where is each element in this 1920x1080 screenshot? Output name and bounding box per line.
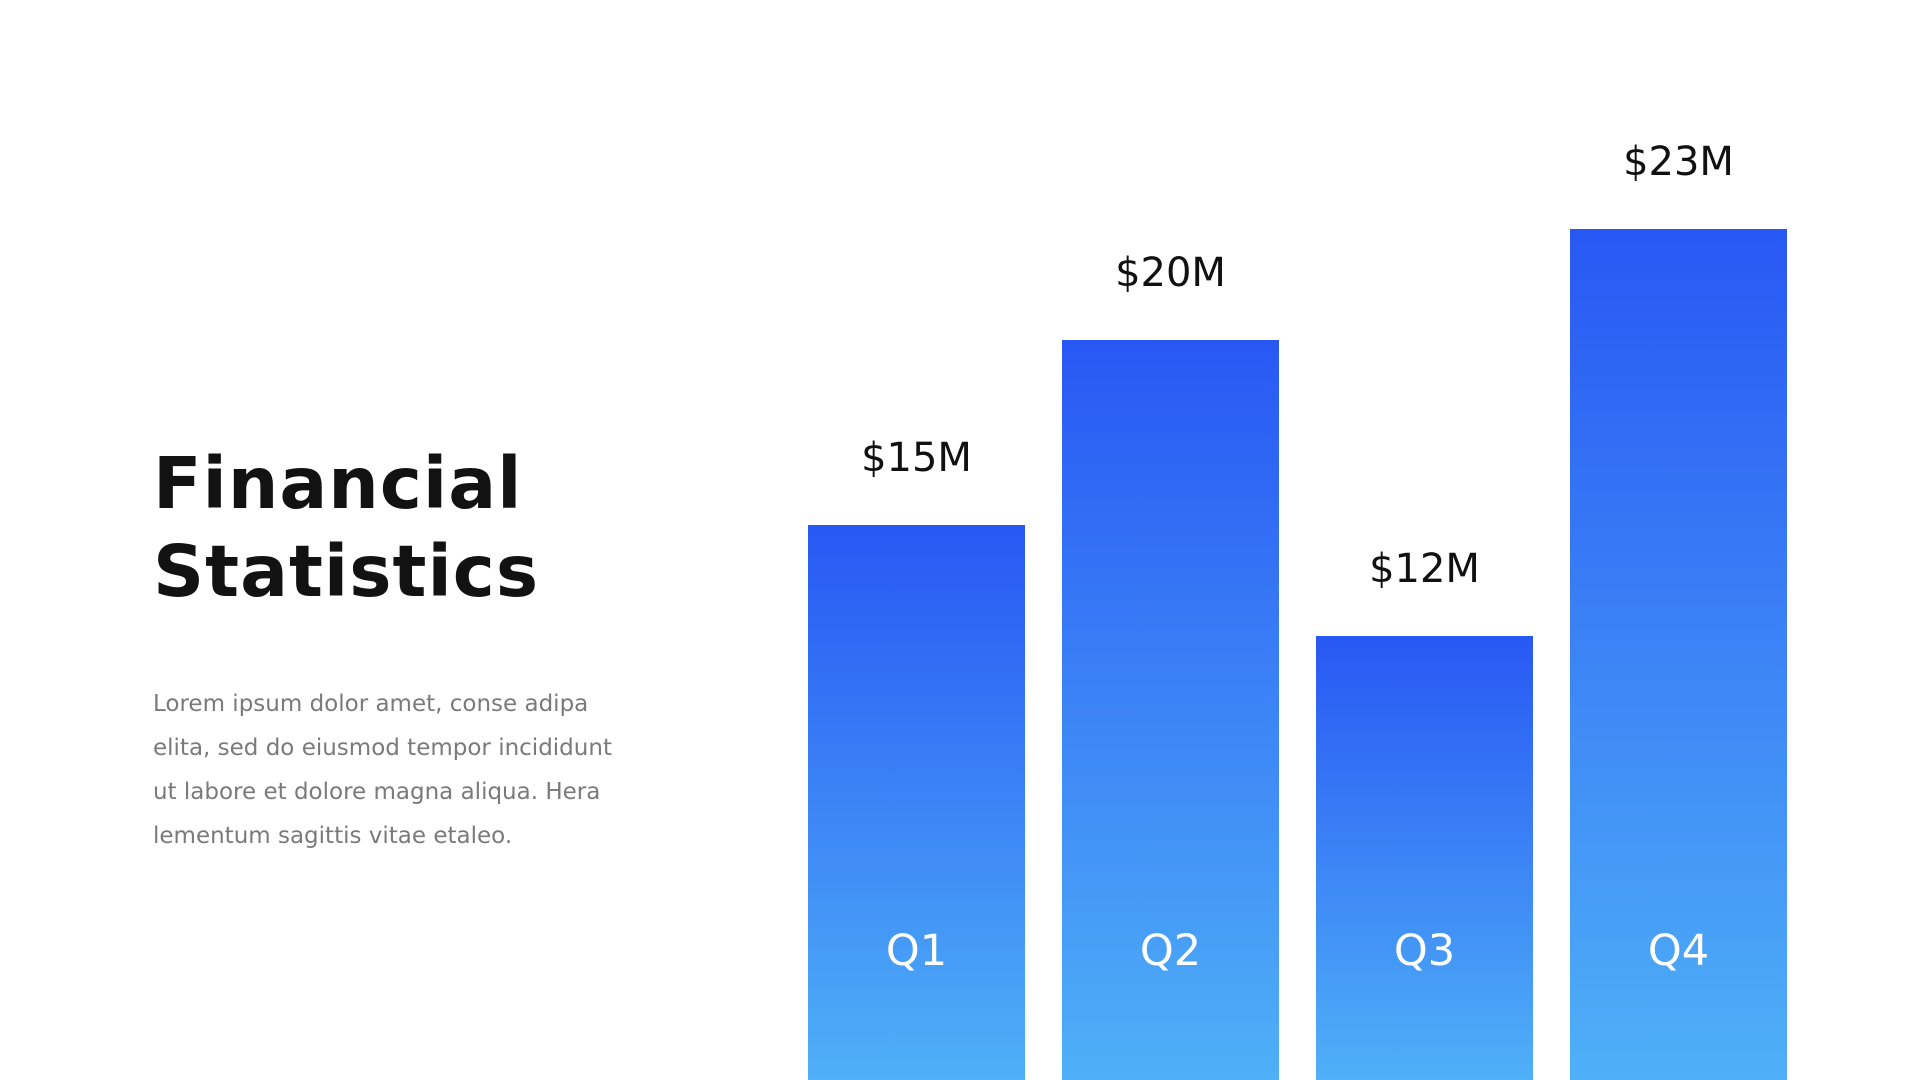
body-line-4: lementum sagittis vitae etaleo. bbox=[153, 823, 513, 849]
bar-category-label-q1: Q1 bbox=[886, 926, 947, 976]
bar-group: $15M Q1 $20M Q2 $12M Q3 $23M Q4 bbox=[808, 139, 1787, 1080]
bar-value-label-q1: $15M bbox=[861, 435, 972, 481]
bar-q3 bbox=[1316, 636, 1533, 1080]
bar-category-label-q2: Q2 bbox=[1140, 926, 1201, 976]
bar-value-label-q3: $12M bbox=[1369, 546, 1480, 592]
bar-category-label-q3: Q3 bbox=[1394, 926, 1455, 976]
bar-value-label-q4: $23M bbox=[1623, 139, 1734, 185]
slide-title-line-2: Statistics bbox=[153, 530, 540, 613]
bar-category-label-q4: Q4 bbox=[1648, 926, 1709, 976]
slide-body-text: Lorem ipsum dolor amet, conse adipa elit… bbox=[153, 682, 623, 858]
body-line-2: elita, sed do eiusmod tempor incididunt bbox=[153, 735, 612, 761]
body-line-1: Lorem ipsum dolor amet, conse adipa bbox=[153, 691, 589, 717]
body-line-3: ut labore et dolore magna aliqua. Hera bbox=[153, 779, 601, 805]
bar-value-label-q2: $20M bbox=[1115, 250, 1226, 296]
bar-q4 bbox=[1570, 229, 1787, 1080]
slide-title-line-1: Financial bbox=[153, 442, 523, 525]
bar-q2 bbox=[1062, 340, 1279, 1080]
bar-q1 bbox=[808, 525, 1025, 1080]
slide-title: Financial Statistics bbox=[153, 440, 539, 616]
